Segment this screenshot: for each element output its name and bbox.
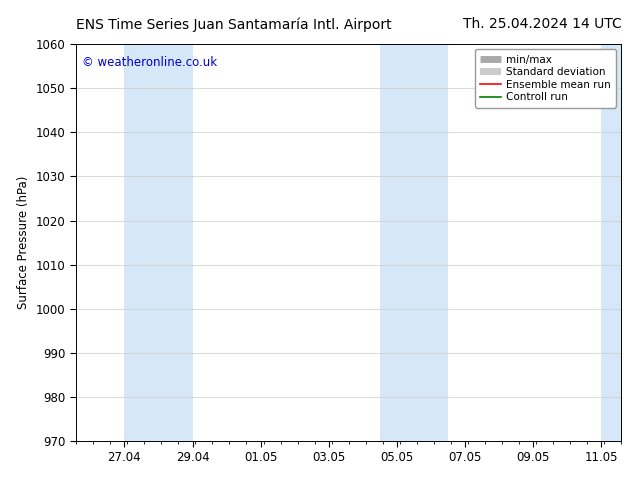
Bar (602, 44, 621, 441)
Bar (124, 44, 193, 441)
Text: Th. 25.04.2024 14 UTC: Th. 25.04.2024 14 UTC (463, 17, 621, 31)
Text: ENS Time Series Juan Santamaría Intl. Airport: ENS Time Series Juan Santamaría Intl. Ai… (76, 17, 392, 32)
Bar (380, 44, 448, 441)
Text: © weatheronline.co.uk: © weatheronline.co.uk (82, 56, 217, 69)
Y-axis label: Surface Pressure (hPa): Surface Pressure (hPa) (17, 176, 30, 309)
Legend: min/max, Standard deviation, Ensemble mean run, Controll run: min/max, Standard deviation, Ensemble me… (475, 49, 616, 107)
